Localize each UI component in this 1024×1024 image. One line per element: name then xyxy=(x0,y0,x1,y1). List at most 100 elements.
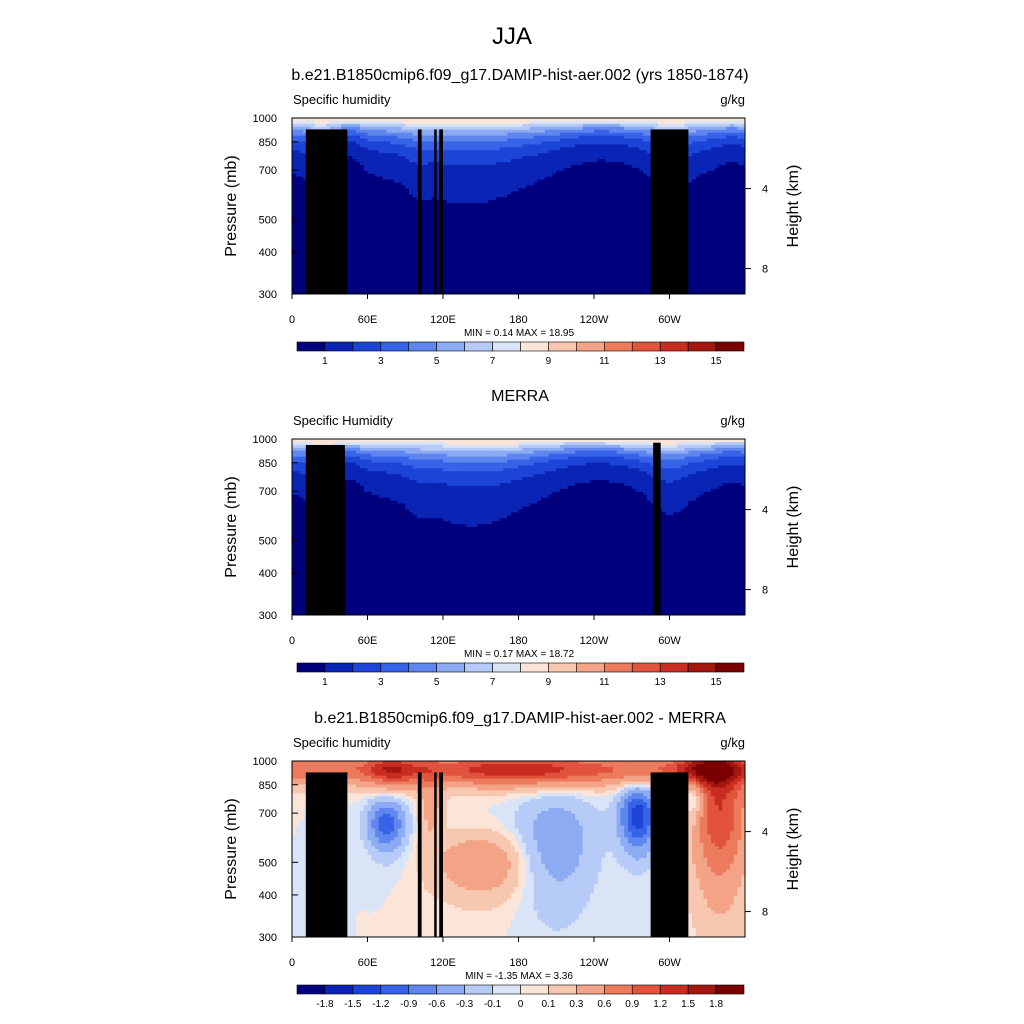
x-tick-label: 120W xyxy=(580,314,609,326)
colorbar-swatch xyxy=(296,984,326,995)
colorbar-label: 1 xyxy=(322,356,328,367)
x-tick-label: 180 xyxy=(509,314,527,326)
y-tick-label: 400 xyxy=(259,890,277,902)
contour-field xyxy=(292,118,745,294)
colorbar-swatch xyxy=(659,341,689,352)
x-tick-label: 120E xyxy=(430,314,456,326)
colorbar-swatch xyxy=(604,662,633,673)
colorbar: 1 3 5 7 9 11 13 15 xyxy=(296,341,745,367)
topography-mask xyxy=(329,140,343,294)
colorbar-swatch xyxy=(520,662,549,673)
x-tick-label: 0 xyxy=(289,314,295,326)
colorbar-swatch xyxy=(576,341,605,352)
colorbar-swatch xyxy=(715,341,745,352)
colorbar-swatch xyxy=(352,984,382,995)
colorbar-label: 1 xyxy=(322,677,328,688)
y-tick-label: 1000 xyxy=(253,434,277,446)
min-max-stats: MIN = -1.35 MAX = 3.36 xyxy=(465,971,573,982)
colorbar-label: 13 xyxy=(655,356,667,367)
colorbar-label: -0.1 xyxy=(484,999,502,1010)
y-tick-label: 700 xyxy=(259,808,277,820)
colorbar-swatch xyxy=(631,984,661,995)
figure-title: JJA xyxy=(492,23,532,50)
y2-axis-label: Height (km) xyxy=(785,486,802,569)
colorbar-label: 15 xyxy=(711,677,723,688)
y-tick-label: 700 xyxy=(259,486,277,498)
units-label: g/kg xyxy=(720,413,745,428)
colorbar-label: 11 xyxy=(599,356,610,367)
y2-tick-label: 4 xyxy=(762,184,768,196)
colorbar-swatch xyxy=(436,662,465,673)
x-tick-label: 60W xyxy=(658,957,681,969)
colorbar-swatch xyxy=(520,341,549,352)
y2-axis-label: Height (km) xyxy=(785,165,802,248)
colorbar-swatch xyxy=(408,341,437,352)
y2-tick-label: 8 xyxy=(762,585,768,597)
colorbar-swatch xyxy=(324,984,354,995)
colorbar-swatch xyxy=(436,341,465,352)
colorbar-swatch xyxy=(631,341,661,352)
min-max-stats: MIN = 0.14 MAX = 18.95 xyxy=(464,328,574,339)
colorbar-label: 9 xyxy=(546,356,552,367)
y-tick-label: 500 xyxy=(259,857,277,869)
colorbar-swatch xyxy=(296,662,326,673)
colorbar-label: -1.8 xyxy=(316,999,334,1010)
colorbar-swatch xyxy=(324,662,354,673)
variable-label: Specific humidity xyxy=(293,92,391,107)
y-tick-label: 700 xyxy=(259,165,277,177)
colorbar-label: 3 xyxy=(378,677,384,688)
x-tick-label: 60W xyxy=(658,314,681,326)
colorbar-swatch xyxy=(548,984,577,995)
topography-mask xyxy=(650,129,689,294)
colorbar-swatch xyxy=(464,341,493,352)
colorbar-swatch xyxy=(408,984,437,995)
colorbar-label: 7 xyxy=(490,356,496,367)
topography-mask xyxy=(650,772,689,937)
colorbar-swatch xyxy=(576,662,605,673)
colorbar-label: 1.2 xyxy=(653,999,667,1010)
y-tick-label: 850 xyxy=(259,780,277,792)
colorbar-label: 15 xyxy=(711,356,723,367)
colorbar-swatch xyxy=(631,662,661,673)
min-max-stats: MIN = 0.17 MAX = 18.72 xyxy=(464,649,574,660)
colorbar-label: 0 xyxy=(518,999,524,1010)
colorbar: 1 3 5 7 9 11 13 15 xyxy=(296,662,745,688)
y-axis-label: Pressure (mb) xyxy=(223,476,240,577)
colorbar-label: 11 xyxy=(599,677,610,688)
x-tick-label: 180 xyxy=(509,957,527,969)
y-tick-label: 300 xyxy=(259,932,277,944)
colorbar-swatch xyxy=(464,662,493,673)
x-tick-label: 120W xyxy=(580,635,609,647)
colorbar-label: 0.3 xyxy=(569,999,583,1010)
colorbar-swatch xyxy=(492,984,521,995)
colorbar-swatch xyxy=(687,984,717,995)
colorbar-label: 1.8 xyxy=(709,999,723,1010)
colorbar-label: 5 xyxy=(434,356,440,367)
colorbar-swatch xyxy=(520,984,549,995)
y-tick-label: 1000 xyxy=(253,113,277,125)
y-axis-label: Pressure (mb) xyxy=(223,798,240,899)
topography-mask xyxy=(329,783,343,937)
colorbar-swatch xyxy=(548,341,577,352)
variable-label: Specific Humidity xyxy=(293,413,393,428)
y-tick-label: 300 xyxy=(259,289,277,301)
y-tick-label: 850 xyxy=(259,458,277,470)
y2-tick-label: 8 xyxy=(762,907,768,919)
colorbar-swatch xyxy=(492,662,521,673)
colorbar-label: -0.6 xyxy=(428,999,446,1010)
panel-title: MERRA xyxy=(491,388,549,405)
y2-axis-label: Height (km) xyxy=(785,808,802,891)
variable-label: Specific humidity xyxy=(293,735,391,750)
colorbar-swatch xyxy=(659,984,689,995)
panel-title: b.e21.B1850cmip6.f09_g17.DAMIP-hist-aer.… xyxy=(291,67,748,84)
colorbar-label: 7 xyxy=(490,677,496,688)
x-tick-label: 0 xyxy=(289,635,295,647)
colorbar-swatch xyxy=(352,341,382,352)
colorbar-swatch xyxy=(604,984,633,995)
x-tick-label: 60E xyxy=(358,957,378,969)
topography-mask xyxy=(439,129,443,294)
colorbar-swatch xyxy=(576,984,605,995)
colorbar-label: -0.9 xyxy=(400,999,418,1010)
colorbar-swatch xyxy=(436,984,465,995)
